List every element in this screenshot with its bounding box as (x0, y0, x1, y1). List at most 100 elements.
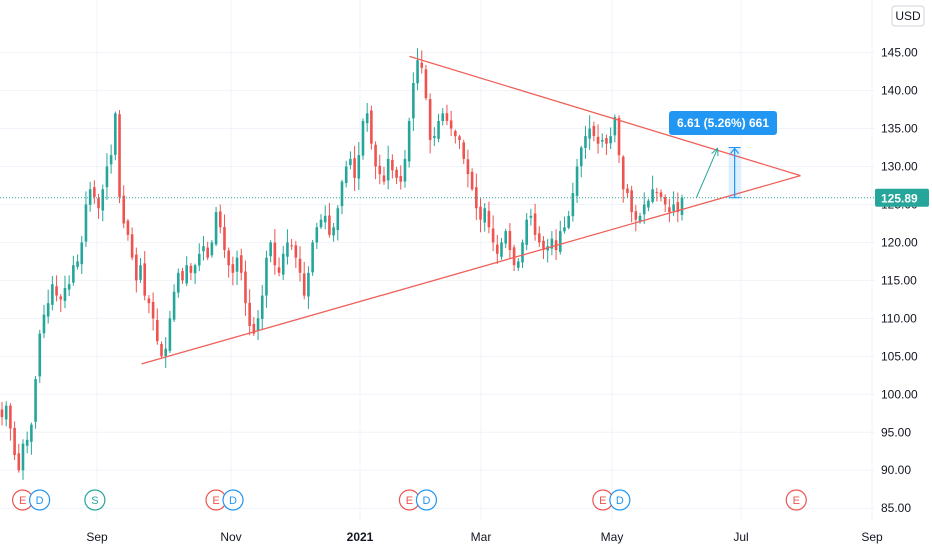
candle-body (25, 439, 29, 446)
candle-body (433, 136, 436, 139)
time-tick-label: Sep (861, 530, 883, 544)
price-axis[interactable]: 145.00140.00135.00130.00125.00120.00115.… (875, 46, 929, 516)
split-marker-circle (84, 489, 106, 511)
candle-body (67, 284, 71, 290)
candle-body (516, 261, 520, 268)
last-price-label-box (875, 188, 929, 207)
candle-body (239, 255, 243, 273)
candle-body (273, 242, 277, 266)
dividend-marker-label: D (616, 495, 624, 507)
event-marker-dividend[interactable]: D (222, 489, 244, 511)
candle-body (437, 120, 440, 139)
candle-body (407, 120, 411, 162)
candle-body (399, 175, 403, 182)
candle-body (256, 318, 260, 331)
time-tick-label: 2021 (347, 530, 374, 544)
dividend-marker-label: D (422, 495, 430, 507)
candle-body (260, 295, 264, 320)
dividend-marker-circle (415, 489, 438, 511)
candle-body (386, 158, 390, 181)
candle-body (130, 234, 134, 258)
candle-body (105, 166, 109, 188)
candle-body (537, 233, 541, 243)
event-marker-earnings[interactable]: E (785, 489, 807, 511)
candle-body (525, 219, 528, 245)
candle-body (21, 443, 25, 471)
candle-body (223, 227, 226, 251)
time-axis[interactable]: Sep Nov 2021 Mar May Jul Sep (86, 530, 883, 544)
candle-body (449, 120, 453, 129)
price-tick-label: 95.00 (881, 425, 911, 439)
candle-body (286, 242, 289, 257)
candle-body (416, 60, 419, 84)
candle-body (298, 258, 302, 273)
projection-arrow-line[interactable] (695, 148, 719, 198)
candle-body (135, 254, 138, 281)
candle-body (483, 208, 487, 223)
candle-body (97, 198, 100, 209)
candle-body (17, 453, 21, 471)
price-tick-label: 90.00 (881, 463, 911, 477)
candle-body (420, 62, 424, 68)
candle-body (46, 303, 50, 317)
event-marker-split[interactable]: S (84, 489, 106, 511)
candle-body (93, 187, 96, 197)
candle-body (185, 265, 188, 284)
currency-badge[interactable]: USD (891, 5, 925, 27)
event-marker-earnings[interactable]: E (592, 489, 614, 511)
event-marker-dividend[interactable]: D (415, 489, 438, 511)
measure-label-box (669, 111, 777, 135)
time-tick-label: Sep (86, 530, 108, 544)
candle-body (172, 291, 176, 320)
candle-body (248, 302, 251, 326)
candle-body (512, 247, 516, 266)
candle-body (51, 284, 54, 305)
candle-body (265, 257, 268, 296)
candle-body (567, 215, 570, 228)
candle-body (59, 296, 63, 300)
candle-body (642, 204, 646, 215)
candle-body (403, 158, 407, 182)
price-tick-label: 100.00 (881, 387, 918, 401)
candle-body (290, 245, 293, 247)
candle-body (34, 379, 37, 422)
price-tick-label: 120.00 (881, 235, 918, 249)
candle-body (592, 125, 596, 137)
grid-lines (0, 0, 875, 520)
candle-body (164, 348, 168, 357)
candle-body (630, 190, 633, 213)
candle-body (210, 242, 214, 256)
candle-body (621, 156, 625, 190)
candle-body (9, 405, 12, 429)
candle-body (542, 240, 545, 251)
candle-body (600, 139, 604, 142)
candle-body (475, 187, 478, 209)
candle-body (63, 287, 67, 301)
candle-body (470, 171, 474, 190)
candle-body (558, 231, 562, 252)
measure-tool[interactable]: 6.61 (5.26%) 661 (669, 111, 777, 199)
event-marker-dividend[interactable]: D (609, 489, 631, 511)
candle-body (114, 113, 117, 155)
candle-body (382, 175, 386, 182)
candle-body (521, 242, 524, 263)
candle-body (638, 215, 642, 223)
triangle-lower-line[interactable] (141, 174, 801, 365)
candle-body (38, 333, 42, 377)
candle-body (227, 250, 230, 266)
triangle-upper-line[interactable] (409, 55, 801, 177)
price-tick-label: 135.00 (881, 122, 918, 136)
triangle-pattern[interactable] (141, 55, 801, 365)
candle-body (365, 113, 369, 124)
candle-body (122, 195, 126, 224)
candle-body (479, 206, 482, 220)
projection-arrow[interactable] (695, 147, 719, 198)
candle-body (4, 405, 8, 420)
measure-arrow-head (730, 147, 740, 154)
event-marker-dividend[interactable]: D (29, 489, 51, 511)
candle-body (336, 208, 340, 231)
candle-body (84, 204, 88, 242)
